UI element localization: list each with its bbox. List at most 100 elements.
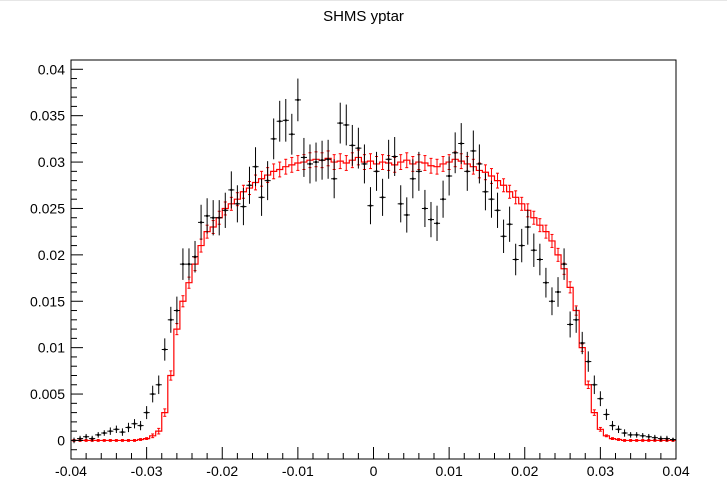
- data-point: [615, 425, 622, 434]
- plot-frame: [70, 59, 677, 460]
- data-marker: [363, 162, 366, 165]
- data-marker: [641, 434, 644, 437]
- data-point: [548, 287, 555, 316]
- data-point: [173, 296, 180, 325]
- data-marker: [442, 198, 445, 201]
- data-point: [83, 433, 90, 440]
- y-tick-label: 0: [57, 432, 65, 448]
- data-marker: [550, 300, 553, 303]
- data-marker: [490, 198, 493, 201]
- data-marker: [659, 437, 662, 440]
- data-marker: [315, 161, 318, 164]
- data-point: [210, 200, 217, 236]
- data-point: [179, 248, 186, 280]
- data-point: [518, 228, 525, 263]
- data-point: [276, 100, 283, 142]
- data-point: [536, 243, 543, 276]
- data-point: [107, 427, 114, 435]
- data-point: [458, 123, 465, 164]
- data-marker: [254, 165, 257, 168]
- data-point: [542, 267, 549, 298]
- data-marker: [557, 290, 560, 293]
- data-marker: [369, 204, 372, 207]
- data-marker: [393, 155, 396, 158]
- data-marker: [218, 216, 221, 219]
- data-point: [234, 185, 241, 223]
- data-marker: [563, 263, 566, 266]
- data-marker: [236, 202, 239, 205]
- data-marker: [593, 383, 596, 386]
- data-marker: [290, 133, 293, 136]
- data-point: [198, 204, 205, 241]
- data-marker: [466, 170, 469, 173]
- data-marker: [387, 158, 390, 161]
- data-point: [609, 420, 616, 431]
- data-point: [167, 306, 174, 333]
- data-point: [155, 375, 162, 395]
- y-tick-label: 0.005: [30, 386, 65, 402]
- data-marker: [460, 142, 463, 145]
- data-marker: [605, 413, 608, 416]
- data-marker: [653, 436, 656, 439]
- data-point: [421, 189, 428, 228]
- data-point: [452, 132, 459, 174]
- data-point: [585, 351, 592, 372]
- data-point: [488, 180, 495, 218]
- x-tick-label: -0.01: [282, 463, 314, 479]
- y-tick-label: 0.015: [30, 293, 65, 309]
- data-marker: [79, 437, 82, 440]
- data-marker: [175, 309, 178, 312]
- data-marker: [538, 258, 541, 261]
- data-point: [270, 118, 277, 160]
- data-marker: [417, 170, 420, 173]
- top-divider: [0, 0, 727, 1]
- data-marker: [448, 174, 451, 177]
- data-marker: [278, 120, 281, 123]
- data-marker: [121, 431, 124, 434]
- data-point: [657, 435, 664, 442]
- x-axis: -0.04 -0.03 -0.02 -0.01 0 0.01 0.02 0.03 0.04: [55, 447, 690, 479]
- data-point: [530, 233, 537, 267]
- data-marker: [302, 156, 305, 159]
- x-tick-label: 0.03: [587, 463, 614, 479]
- data-point: [567, 311, 574, 338]
- data-point: [325, 139, 332, 179]
- data-point: [385, 139, 392, 179]
- data-point: [89, 435, 96, 442]
- data-point: [282, 98, 289, 142]
- data-marker: [478, 162, 481, 165]
- data-point: [149, 385, 156, 403]
- data-marker: [127, 426, 130, 429]
- data-marker: [103, 432, 106, 435]
- chart-title: SHMS yptar: [323, 8, 404, 25]
- data-point: [373, 151, 380, 191]
- data-marker: [671, 438, 674, 441]
- data-point: [524, 209, 531, 245]
- data-point: [143, 406, 150, 420]
- data-point: [415, 151, 422, 191]
- data-marker: [581, 342, 584, 345]
- x-tick-label: -0.02: [206, 463, 238, 479]
- data-point: [434, 205, 441, 241]
- data-point: [633, 432, 640, 438]
- data-marker: [194, 255, 197, 258]
- data-marker: [436, 222, 439, 225]
- y-tick-label: 0.01: [38, 340, 65, 356]
- data-point: [306, 144, 313, 184]
- data-marker: [532, 249, 535, 252]
- data-marker: [169, 318, 172, 321]
- data-marker: [575, 318, 578, 321]
- data-marker: [526, 226, 529, 229]
- data-point: [95, 432, 102, 438]
- data-point: [204, 198, 211, 234]
- data-marker: [611, 424, 614, 427]
- data-marker: [381, 196, 384, 199]
- data-point: [621, 429, 628, 437]
- data-marker: [206, 214, 209, 217]
- data-point: [627, 432, 634, 438]
- data-marker: [151, 393, 154, 396]
- data-point: [343, 104, 350, 146]
- data-point: [494, 192, 501, 228]
- data-point: [397, 185, 404, 223]
- data-point: [349, 124, 356, 166]
